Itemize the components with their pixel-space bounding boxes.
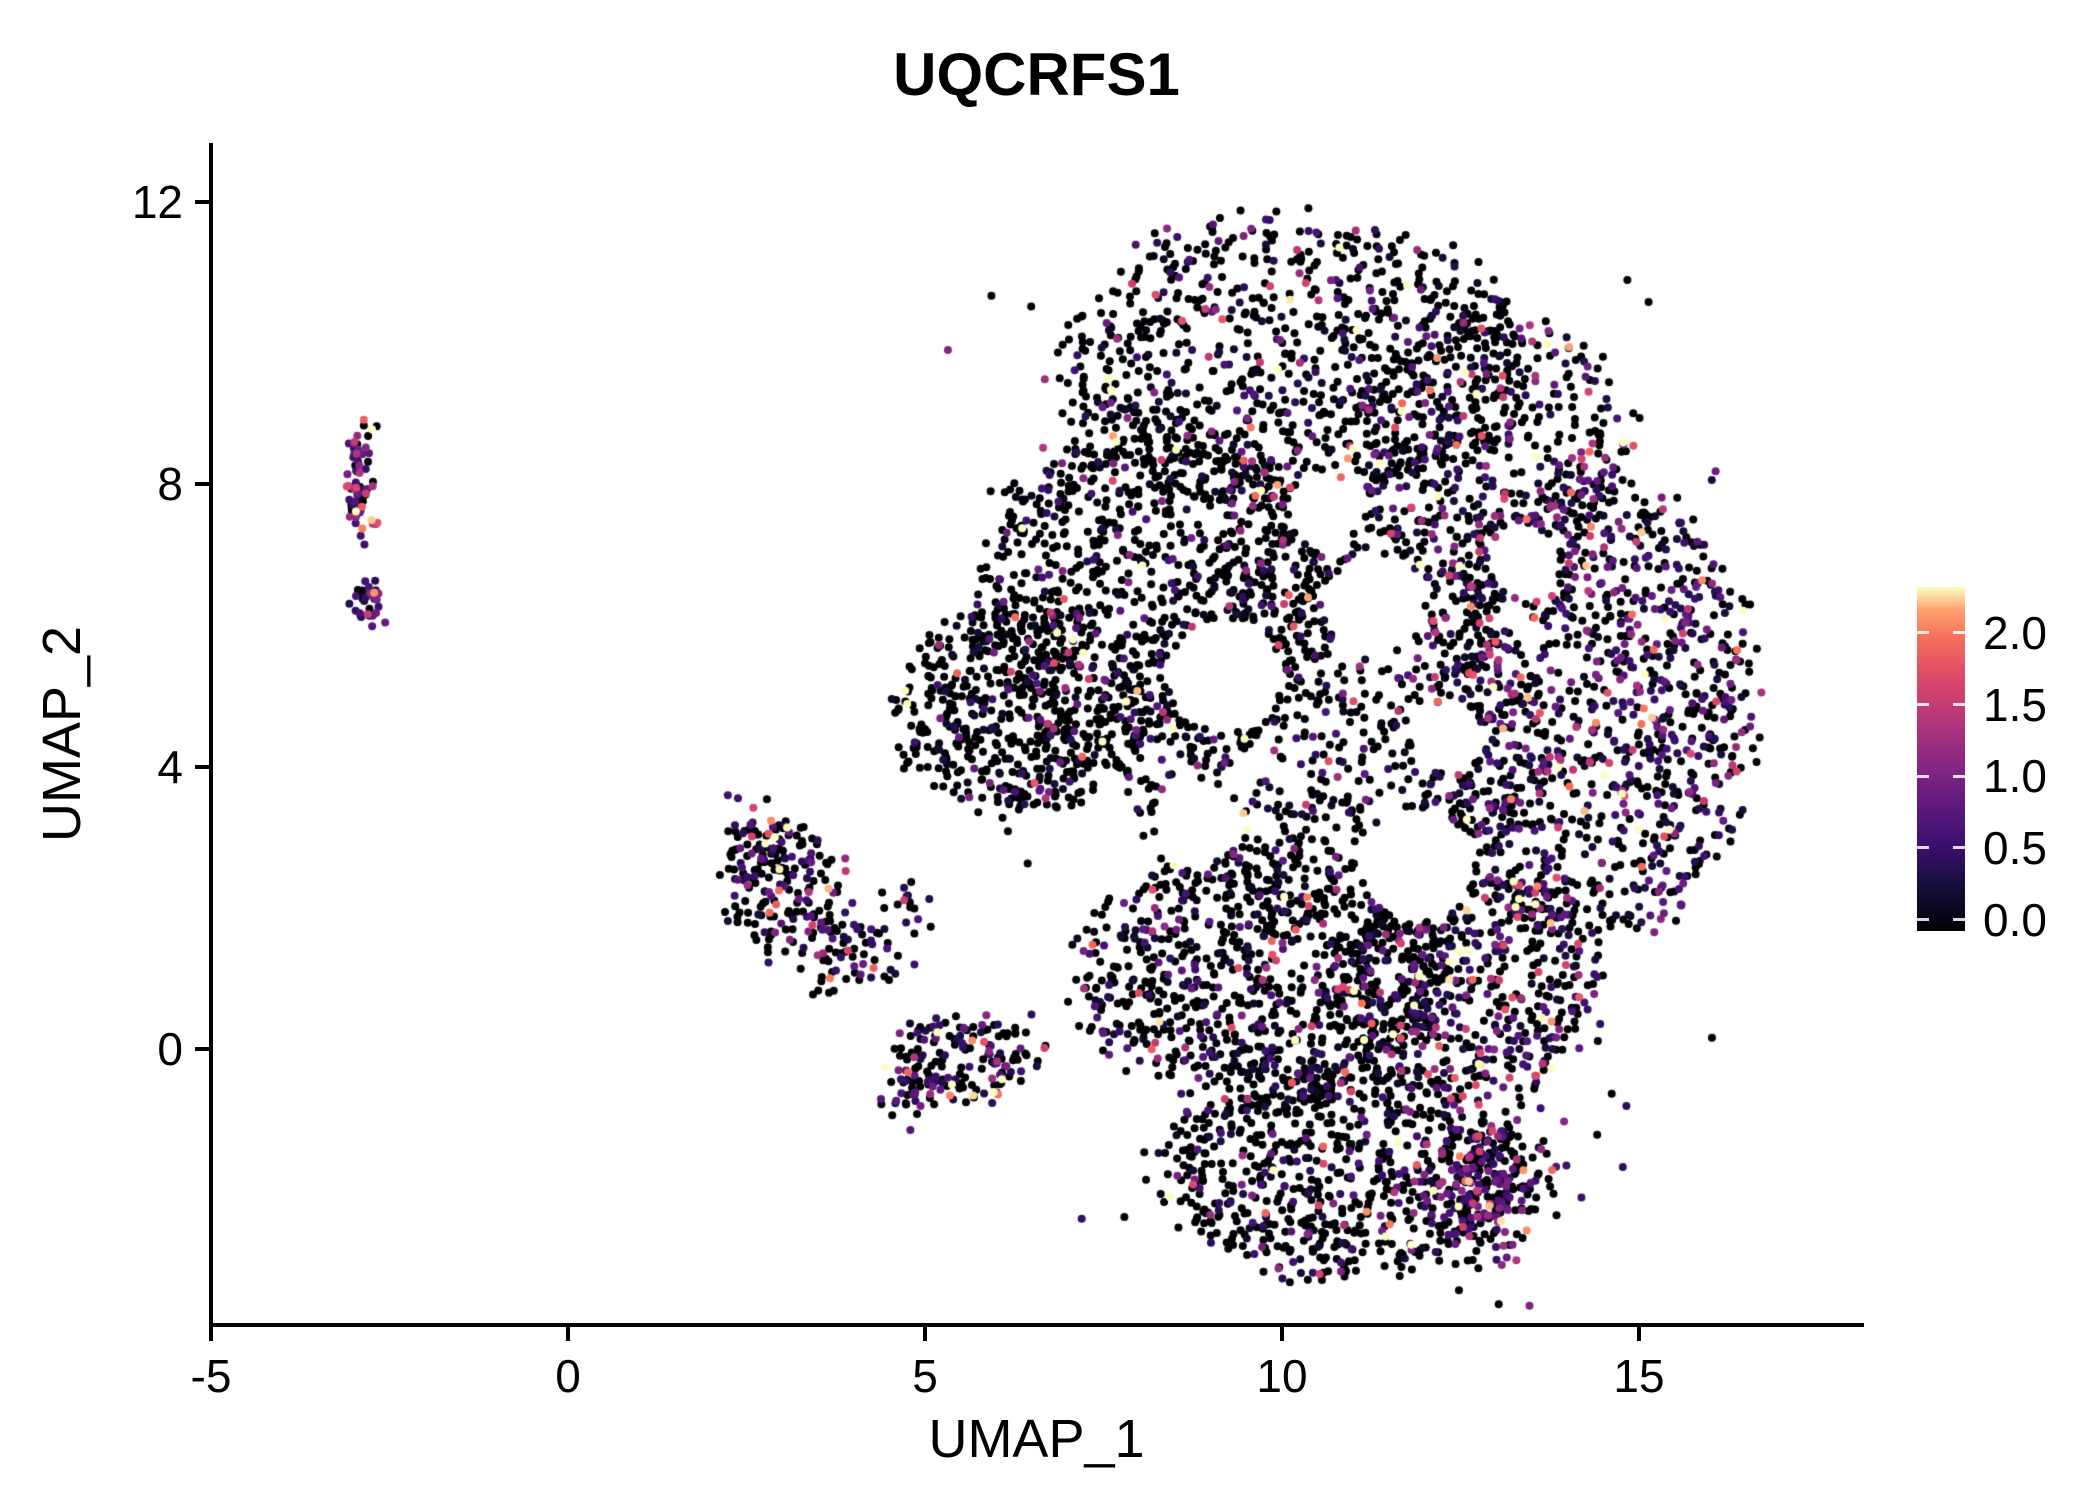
y-tick-mark — [195, 764, 209, 769]
colorbar-tick-mark — [1953, 631, 1965, 635]
y-axis-title: UMAP_2 — [32, 625, 92, 843]
colorbar-tick-mark — [1953, 703, 1965, 707]
colorbar-tick-mark — [1917, 918, 1929, 922]
plot-title: UQCRFS1 — [893, 41, 1180, 108]
y-axis-line — [209, 143, 213, 1327]
colorbar-tick-mark — [1917, 703, 1929, 707]
x-tick-mark — [209, 1327, 213, 1341]
y-tick-label: 4 — [157, 740, 183, 793]
y-tick-label: 8 — [157, 458, 183, 511]
x-tick-label: -5 — [190, 1350, 232, 1402]
colorbar-tick-mark — [1953, 774, 1965, 778]
legend-tick-label: 0.5 — [1983, 821, 2047, 874]
legend-tick-label: 0.0 — [1983, 893, 2047, 946]
legend-tick-label: 1.0 — [1983, 750, 2047, 803]
x-tick-mark — [923, 1327, 927, 1341]
x-axis-line — [209, 1323, 1864, 1327]
x-tick-label: 5 — [912, 1350, 938, 1402]
y-tick-label: 12 — [131, 175, 183, 228]
colorbar-tick-mark — [1917, 631, 1929, 635]
legend-tick-label: 1.5 — [1983, 678, 2047, 731]
colorbar-tick-mark — [1953, 918, 1965, 922]
colorbar-tick-mark — [1917, 774, 1929, 778]
colorbar-tick-mark — [1953, 846, 1965, 850]
colorbar-tick-mark — [1917, 846, 1929, 850]
y-tick-mark — [195, 199, 209, 204]
y-tick-mark — [195, 482, 209, 487]
x-axis-title: UMAP_1 — [928, 1409, 1145, 1469]
x-tick-label: 0 — [555, 1350, 581, 1402]
y-tick-label: 0 — [157, 1023, 183, 1075]
y-tick-mark — [195, 1047, 209, 1051]
expression-colorbar — [1917, 587, 1965, 931]
legend-tick-label: 2.0 — [1983, 606, 2047, 659]
x-tick-mark — [1637, 1327, 1641, 1341]
x-tick-mark — [566, 1327, 570, 1341]
x-tick-label: 10 — [1256, 1350, 1308, 1402]
x-tick-label: 15 — [1613, 1350, 1665, 1402]
x-tick-mark — [1280, 1327, 1284, 1341]
